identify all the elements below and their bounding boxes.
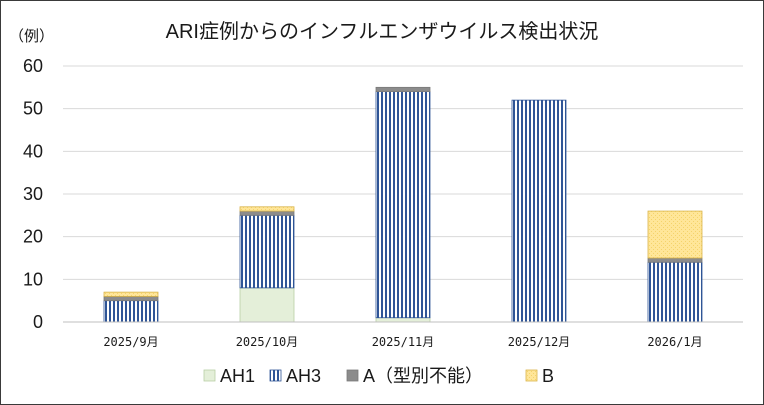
chart-title: ARI症例からのインフルエンザウイルス検出状況	[166, 20, 599, 43]
legend-label-3: A（型別不能）	[363, 366, 483, 386]
bar-segment-b-5	[647, 210, 703, 259]
legend-label-4: B	[542, 366, 554, 386]
x-tick-label: 2025/11月	[372, 335, 435, 349]
x-tick-label: 2026/1月	[647, 335, 702, 349]
x-tick-label: 2025/12月	[508, 335, 571, 349]
y-axis-unit-label: （例）	[9, 28, 54, 45]
y-axis-ticks: 0 10 20 30 40 50 60	[23, 56, 43, 332]
legend-swatch-3	[346, 369, 359, 382]
y-tick-label: 10	[23, 269, 43, 289]
y-tick-label: 0	[33, 312, 43, 332]
bar-segment-b-2	[239, 206, 295, 212]
x-tick-label: 2025/10月	[236, 335, 299, 349]
bar-segment-ah3-3	[375, 91, 431, 319]
bar-segment-ah3-4	[511, 99, 567, 323]
bar-segment-ah3-1	[103, 300, 159, 323]
bar-segment-a-5	[647, 257, 703, 263]
legend-label-1: AH1	[220, 366, 255, 386]
bar-segment-ah3-2	[239, 214, 295, 289]
x-tick-label: 2025/9月	[103, 335, 158, 349]
x-axis-ticks: 2025/9月 2025/10月 2025/11月 2025/12月 2026/1月	[103, 335, 702, 349]
bar-segment-ah1-3	[375, 317, 431, 323]
bar-segment-a-1	[103, 295, 159, 302]
legend-label-2: AH3	[286, 366, 321, 386]
y-tick-label: 60	[23, 56, 43, 76]
y-tick-label: 50	[23, 99, 43, 119]
bar-segment-ah3-5	[647, 261, 703, 323]
legend-swatch-2	[269, 369, 282, 382]
bar-segment-ah1-2	[239, 287, 295, 323]
legend: AH1 AH3 A（型別不能） B	[203, 366, 554, 386]
legend-swatch-4	[525, 369, 538, 382]
y-tick-label: 20	[23, 227, 43, 247]
legend-swatch-1	[203, 369, 216, 382]
bar-segment-a-3	[375, 86, 431, 93]
bars	[103, 86, 703, 323]
y-tick-label: 40	[23, 141, 43, 161]
y-tick-label: 30	[23, 184, 43, 204]
bar-segment-a-2	[239, 210, 295, 216]
bar-segment-b-1	[103, 291, 159, 297]
